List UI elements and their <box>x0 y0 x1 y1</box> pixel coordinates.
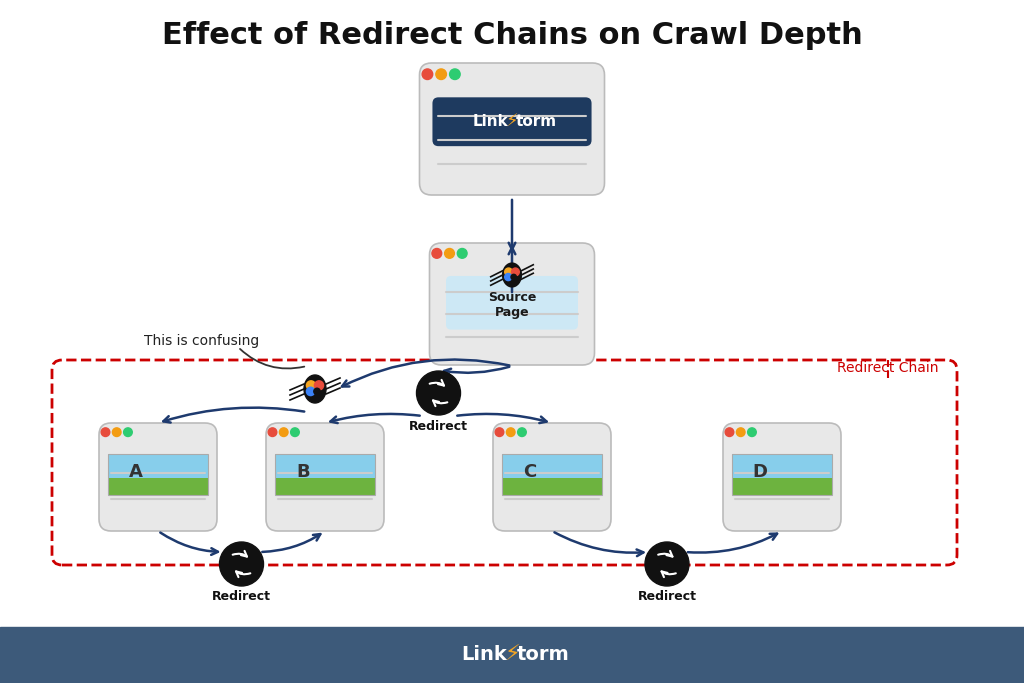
Circle shape <box>417 371 461 415</box>
Text: torm: torm <box>516 114 557 129</box>
FancyBboxPatch shape <box>99 423 217 531</box>
Circle shape <box>314 381 324 390</box>
Circle shape <box>512 268 519 276</box>
Text: Link: Link <box>461 645 507 665</box>
Circle shape <box>101 428 110 436</box>
FancyBboxPatch shape <box>109 454 208 478</box>
Circle shape <box>496 428 504 436</box>
Circle shape <box>725 428 734 436</box>
Bar <box>0 627 1024 683</box>
Ellipse shape <box>304 375 326 403</box>
FancyBboxPatch shape <box>432 97 592 146</box>
Circle shape <box>306 387 314 395</box>
Circle shape <box>458 249 467 258</box>
Circle shape <box>505 273 512 281</box>
Text: This is confusing: This is confusing <box>144 334 260 348</box>
FancyBboxPatch shape <box>429 243 595 365</box>
Text: A: A <box>129 462 143 481</box>
Text: Redirect Chain: Redirect Chain <box>838 361 939 375</box>
Circle shape <box>517 428 526 436</box>
Circle shape <box>505 268 512 276</box>
Circle shape <box>645 542 689 586</box>
Circle shape <box>444 249 455 258</box>
Circle shape <box>124 428 132 436</box>
Circle shape <box>306 381 315 390</box>
FancyBboxPatch shape <box>266 423 384 531</box>
FancyBboxPatch shape <box>503 454 601 478</box>
Text: B: B <box>296 462 310 481</box>
Circle shape <box>432 249 441 258</box>
Text: Redirect: Redirect <box>638 591 696 604</box>
FancyBboxPatch shape <box>723 423 841 531</box>
Text: C: C <box>523 462 537 481</box>
Circle shape <box>748 428 757 436</box>
FancyBboxPatch shape <box>493 423 611 531</box>
FancyBboxPatch shape <box>109 478 208 495</box>
Circle shape <box>113 428 121 436</box>
FancyBboxPatch shape <box>732 454 831 478</box>
FancyBboxPatch shape <box>732 478 831 495</box>
FancyBboxPatch shape <box>503 478 601 495</box>
Circle shape <box>507 428 515 436</box>
Circle shape <box>280 428 288 436</box>
Text: Page: Page <box>495 306 529 319</box>
Text: torm: torm <box>517 645 569 665</box>
Circle shape <box>313 388 321 395</box>
Text: Redirect: Redirect <box>409 419 468 432</box>
Text: ⚡: ⚡ <box>506 113 518 130</box>
Circle shape <box>736 428 745 436</box>
Circle shape <box>291 428 299 436</box>
FancyBboxPatch shape <box>420 63 604 195</box>
Circle shape <box>436 69 446 79</box>
Circle shape <box>450 69 460 79</box>
Text: Redirect: Redirect <box>212 591 271 604</box>
Circle shape <box>268 428 276 436</box>
Circle shape <box>511 275 516 280</box>
Text: Link: Link <box>472 114 508 129</box>
FancyBboxPatch shape <box>446 276 578 330</box>
Circle shape <box>219 542 263 586</box>
FancyBboxPatch shape <box>275 454 375 478</box>
Text: Effect of Redirect Chains on Crawl Depth: Effect of Redirect Chains on Crawl Depth <box>162 21 862 51</box>
Text: ⚡: ⚡ <box>504 645 520 665</box>
Circle shape <box>422 69 433 79</box>
Text: Source: Source <box>487 291 537 305</box>
FancyBboxPatch shape <box>275 478 375 495</box>
Text: D: D <box>753 462 768 481</box>
Ellipse shape <box>503 263 521 287</box>
